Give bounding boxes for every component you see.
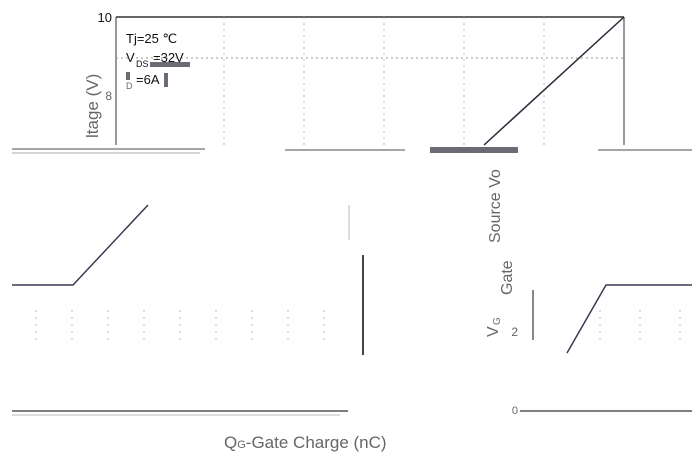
annotation-id-value: =6A (136, 72, 160, 87)
tick-labels: 10 8 2 0 (98, 10, 519, 417)
broken-scan-segments (12, 147, 692, 416)
x-label-rest: -Gate Charge (nC) (246, 433, 387, 452)
series-segment-upper (483, 16, 625, 146)
data-line (12, 16, 692, 354)
chart-frame (115, 16, 625, 145)
lower-dotted-grid (35, 310, 681, 345)
id-marker-right (164, 73, 168, 87)
y-tick-10: 10 (98, 10, 112, 25)
y-label-right-lower-sub: G (492, 317, 503, 325)
series-segment-lower-left (12, 204, 149, 286)
annotation-vds-prefix: V (126, 50, 135, 65)
y-tick-8: 8 (105, 89, 112, 103)
annotation-tj: Tj=25 ℃ (126, 31, 177, 46)
annotation-vds-value: =32V (153, 50, 184, 65)
axis-labels: ltage (V) Source Vo Gate V G QG-Gate Cha… (83, 74, 516, 452)
band-block (430, 147, 518, 153)
annotation-vds-sub: DS (136, 59, 149, 69)
x-label-main: Q (224, 433, 237, 452)
x-label-sub: G (237, 439, 246, 451)
annotation-id-sub: D (126, 81, 133, 91)
id-marker-left (126, 72, 130, 80)
annotation-highlight (150, 62, 190, 67)
series-segment-lower-right (566, 284, 692, 354)
y-label-right-mid: Gate (499, 260, 516, 295)
y-label-right-lower: V (485, 326, 502, 337)
vertical-gridlines (223, 17, 545, 145)
y-tick-0: 0 (512, 405, 518, 417)
y-label-left: ltage (V) (83, 74, 102, 138)
x-axis-label: QG-Gate Charge (nC) (224, 433, 387, 452)
y-label-right-upper: Source Vo (487, 169, 504, 243)
y-tick-2: 2 (511, 325, 518, 339)
annotation-box: Tj=25 ℃ V DS =32V D =6A (126, 31, 190, 91)
